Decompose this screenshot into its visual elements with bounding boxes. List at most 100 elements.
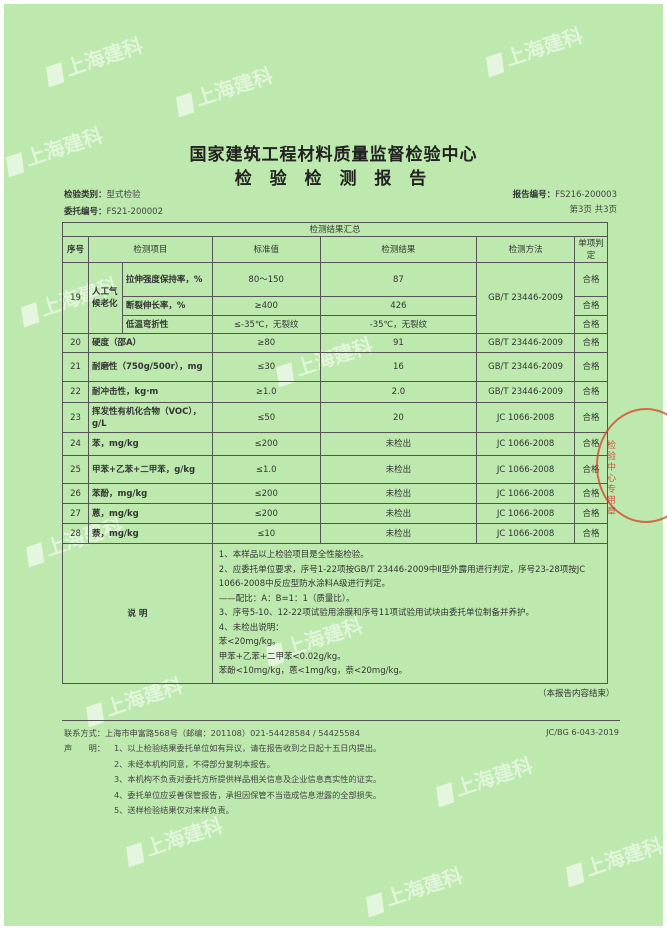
table-caption: 检测结果汇总 [62,222,608,237]
table-row: 24 苯，mg/kg ≤200 未检出 JC 1066-2008 合格 [62,432,608,456]
row-result: 未检出 [319,455,478,484]
row-item: 硬度（邵A） [87,333,213,353]
row-verdict: 合格 [574,296,608,316]
row-result: 91 [319,333,478,353]
end-note: （本报告内容结束） [538,689,615,699]
row-method: GB/T 23446-2009 [476,381,575,403]
row-standard: ≤200 [211,432,321,456]
row-verdict: 合格 [574,402,608,433]
row-result: 未检出 [319,432,478,456]
declaration-item: 3、本机构不负责对委托方所提供样品相关信息及企业信息真实性的证实。 [114,774,382,784]
watermark: 上海建科 [362,859,466,917]
row-item: 低温弯折性 [121,315,213,334]
declaration-item: 2、未经本机构同意，不得部分复制本报告。 [114,758,275,769]
watermark: 上海建科 [42,29,146,87]
table-row: 28 萘，mg/kg ≤10 未检出 JC 1066-2008 合格 [62,523,608,544]
row-standard: ≤50 [211,402,321,433]
row-verdict: 合格 [574,523,608,544]
row-result: 未检出 [319,483,478,504]
contact-info: 联系方式：上海市申富路568号（邮编：201108）021-54428584 /… [64,728,360,738]
row-item: 耐磨性（750g/500r），mg [87,352,213,382]
table-header: 序号 检测项目 标准值 检测结果 检测方法 单项判定 [62,236,608,263]
table-row: 19 人工气候老化 拉伸强度保持率，% 80～150 87 GB/T 23446… [62,262,608,334]
row-no: 27 [62,503,89,524]
page-number: 第3页 共3页 [569,205,617,215]
table-row: 20 硬度（邵A） ≥80 91 GB/T 23446-2009 合格 [62,333,608,353]
watermark: 上海建科 [482,19,586,77]
row-group: 人工气候老化 [87,262,123,334]
row-result: 未检出 [319,523,478,544]
row-result: 20 [319,402,478,433]
declaration-label: 声 明： [64,743,105,753]
page-title: 国家建筑工程材料质量监督检验中心 [189,145,478,165]
row-no: 22 [62,381,89,403]
row-item: 断裂伸长率，% [121,296,213,316]
report-number: 报告编号：FS216-200003 [512,190,617,200]
row-result: 87 [319,262,478,297]
row-verdict: 合格 [574,381,608,403]
row-item: 拉伸强度保持率，% [121,262,213,297]
row-result: 未检出 [319,503,478,524]
row-result: 426 [319,296,478,316]
row-item: 苯酚，mg/kg [87,483,213,504]
table-row: 25 甲苯+乙苯+二甲苯，g/kg ≤1.0 未检出 JC 1066-2008 合格 [62,455,608,484]
note-line: 苯<20mg/kg。 [218,637,281,648]
header-verdict: 单项判定 [574,236,608,263]
table-row: 22 耐冲击性，kg·m ≥1.0 2.0 GB/T 23446-2009 合格 [62,381,608,403]
row-standard: 80～150 [211,262,321,297]
row-method: JC 1066-2008 [476,432,575,456]
row-item: 蒽，mg/kg [87,503,213,524]
table-row: 21 耐磨性（750g/500r），mg ≤30 16 GB/T 23446-2009 合… [62,352,608,382]
row-method: JC 1066-2008 [476,483,575,504]
row-no: 21 [62,352,89,382]
notes-row: 说 明 1、本样品以上检验项目是全性能检验。 2、应委托单位要求，序号1-22项按… [62,543,609,684]
declaration-item: 5、送样检验结果仅对来样负责。 [114,805,234,815]
table-row: 低温弯折性 ≤-35℃，无裂纹 -35℃，无裂纹 合格 [63,315,608,334]
row-standard: ≥80 [211,333,321,353]
row-result: 2.0 [319,381,478,403]
note-line: 3、序号5-10、12-22项试验用涂膜和序号11项试验用试块由委托单位制备并养… [218,608,535,619]
row-verdict: 合格 [574,333,608,353]
notes-label: 说 明 [62,543,213,684]
row-item: 挥发性有机化合物（VOC），g/L [87,402,213,433]
note-line: 苯酚<10mg/kg，蒽<1mg/kg，萘<20mg/kg。 [218,666,408,677]
table-row: 26 苯酚，mg/kg ≤200 未检出 JC 1066-2008 合格 [62,483,608,504]
header-standard: 标准值 [211,236,321,263]
test-type: 检验类别：型式检验 [64,190,141,200]
row-verdict: 合格 [574,315,608,334]
row-method: GB/T 23446-2009 [476,262,575,334]
header-no: 序号 [62,236,89,263]
row-result: 16 [319,352,478,382]
row-standard: ≤30 [211,352,321,382]
row-item: 耐冲击性，kg·m [87,381,213,403]
note-line: 2、应委托单位要求，序号1-22项按GB/T 23446-2009中Ⅱ型外露用进… [218,564,586,590]
note-line: 4、未检出说明： [218,622,284,633]
row-no: 25 [62,455,89,484]
header-item: 检测项目 [87,236,213,263]
row-no: 26 [62,483,89,504]
row-standard: ≤200 [211,503,321,524]
header-result: 检测结果 [319,236,478,263]
row-verdict: 合格 [574,352,608,382]
row-no: 23 [62,402,89,433]
row-no: 28 [62,523,89,544]
row-no: 19 [62,262,89,334]
row-standard: ≤200 [211,483,321,504]
note-line: 1、本样品以上检验项目是全性能检验。 [218,550,369,561]
row-item: 甲苯+乙苯+二甲苯，g/kg [87,455,213,484]
row-item: 萘，mg/kg [87,523,213,544]
form-number: JC/BG 6-043-2019 [546,727,619,737]
row-standard: ≤1.0 [211,455,321,484]
row-method: GB/T 23446-2009 [476,333,575,353]
row-method: JC 1066-2008 [476,523,575,544]
row-method: JC 1066-2008 [476,402,575,433]
declaration-item: 1、以上检验结果委托单位如有异议，请在报告收到之日起十五日内提出。 [114,743,382,753]
results-table: 检测结果汇总 序号 检测项目 标准值 检测结果 检测方法 单项判定 19 人工气… [62,222,609,684]
row-verdict: 合格 [574,262,608,297]
notes: 1、本样品以上检验项目是全性能检验。 2、应委托单位要求，序号1-22项按GB/T… [211,543,609,684]
note-line: ——配比：A：B=1：1（质量比）。 [218,593,355,604]
row-method: GB/T 23446-2009 [476,352,575,382]
header-method: 检测方法 [476,236,575,263]
commission-number: 委托编号：FS21-200002 [64,207,163,217]
row-method: JC 1066-2008 [476,455,575,484]
